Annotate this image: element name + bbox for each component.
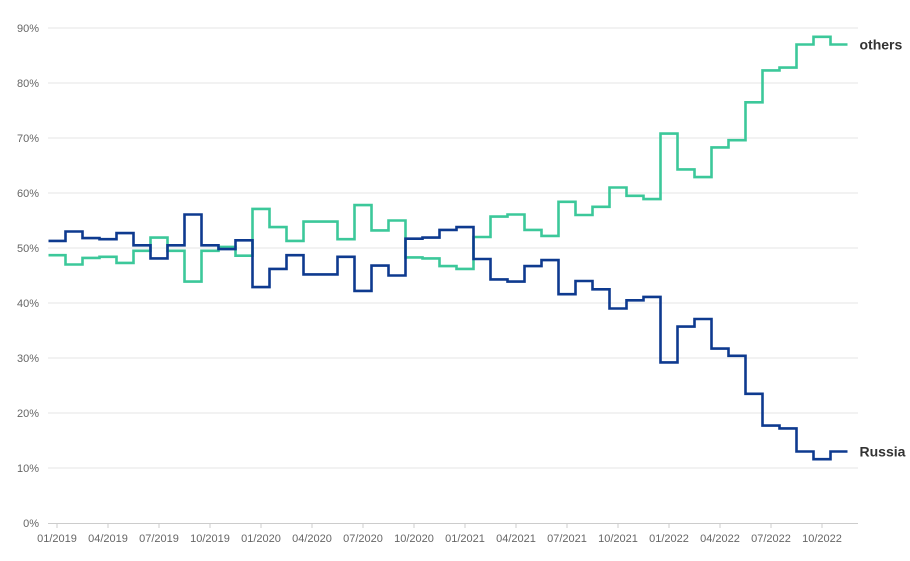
- y-tick-label: 0%: [23, 518, 39, 530]
- series-line-others: [48, 35, 848, 283]
- series-lines: [48, 35, 848, 461]
- y-tick-label: 80%: [17, 78, 39, 90]
- x-tick-label: 10/2020: [394, 533, 434, 545]
- x-tick-label: 01/2021: [445, 533, 485, 545]
- x-tick-label: 07/2022: [751, 533, 791, 545]
- x-tick-label: 01/2022: [649, 533, 689, 545]
- y-tick-label: 70%: [17, 133, 39, 145]
- x-tick-label: 07/2021: [547, 533, 587, 545]
- series-label-others: others: [860, 37, 903, 53]
- y-tick-label: 90%: [17, 23, 39, 35]
- series-label-russia: Russia: [860, 444, 906, 460]
- gridlines: [48, 27, 858, 469]
- y-tick-label: 10%: [17, 463, 39, 475]
- x-tick-label: 04/2021: [496, 533, 536, 545]
- x-tick-label: 04/2019: [88, 533, 128, 545]
- series-line-russia: [48, 213, 848, 461]
- x-tick-label: 10/2022: [802, 533, 842, 545]
- x-tick-label: 07/2019: [139, 533, 179, 545]
- x-tick-label: 10/2019: [190, 533, 230, 545]
- x-tick-label: 04/2022: [700, 533, 740, 545]
- x-tick-label: 04/2020: [292, 533, 332, 545]
- x-tick-label: 10/2021: [598, 533, 638, 545]
- y-tick-label: 50%: [17, 243, 39, 255]
- x-tick-label: 01/2019: [37, 533, 77, 545]
- x-axis: 01/2019 04/2019 07/2019 10/2019 01/2020 04/20…: [37, 523, 858, 545]
- x-tick-label: 01/2020: [241, 533, 281, 545]
- series-labels: others Russia: [860, 37, 906, 460]
- y-tick-label: 40%: [17, 298, 39, 310]
- y-tick-label: 60%: [17, 188, 39, 200]
- y-axis-ticks: 0% 10% 20% 30% 40% 50% 60% 70% 80% 90%: [17, 23, 39, 530]
- y-tick-label: 30%: [17, 353, 39, 365]
- y-tick-label: 20%: [17, 408, 39, 420]
- x-tick-label: 07/2020: [343, 533, 383, 545]
